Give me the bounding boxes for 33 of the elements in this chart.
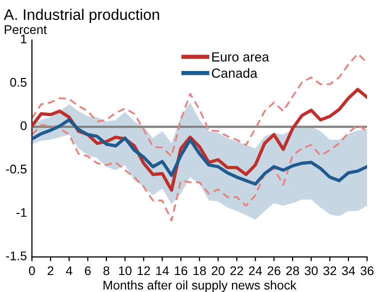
x-tick-label: 8 [103, 266, 110, 276]
x-tick-label: 32 [323, 266, 336, 276]
chart-title: A. Industrial production [4, 8, 160, 23]
y-tick-label: 0 [20, 121, 27, 130]
x-tick-label: 26 [268, 266, 280, 276]
legend-label: Canada [212, 68, 258, 78]
x-tick-label: 16 [174, 266, 188, 276]
x-tick-label: 18 [194, 266, 206, 276]
line-series [32, 118, 368, 186]
x-tick-label: 28 [286, 266, 300, 276]
y-tick-label: -0.5 [6, 164, 27, 174]
y-tick-label: -1.5 [6, 252, 27, 260]
x-tick-label: 20 [212, 266, 225, 276]
y-axis-title: Percent [4, 25, 47, 34]
x-tick-label: 12 [138, 266, 150, 276]
line-series [32, 124, 368, 222]
x-tick-label: 22 [230, 266, 244, 276]
line-series [32, 52, 368, 158]
y-tick-label: -1 [16, 208, 26, 217]
legend-label: Euro area [212, 52, 270, 62]
x-tick-label: 36 [360, 266, 374, 276]
x-tick-label: 0 [28, 266, 35, 276]
x-axis-title: Months after oil supply news shock [104, 280, 296, 292]
x-tick-label: 24 [249, 266, 262, 276]
x-tick-label: 2 [48, 266, 54, 276]
y-tick-label: 1 [21, 34, 26, 44]
y-tick-label: 0.5 [10, 78, 27, 87]
x-tick-label: 34 [342, 266, 356, 276]
x-tick-label: 4 [66, 266, 72, 276]
x-tick-label: 6 [84, 266, 91, 276]
x-tick-label: 10 [119, 266, 132, 276]
x-tick-label: 30 [304, 266, 318, 276]
x-tick-label: 14 [156, 266, 169, 276]
